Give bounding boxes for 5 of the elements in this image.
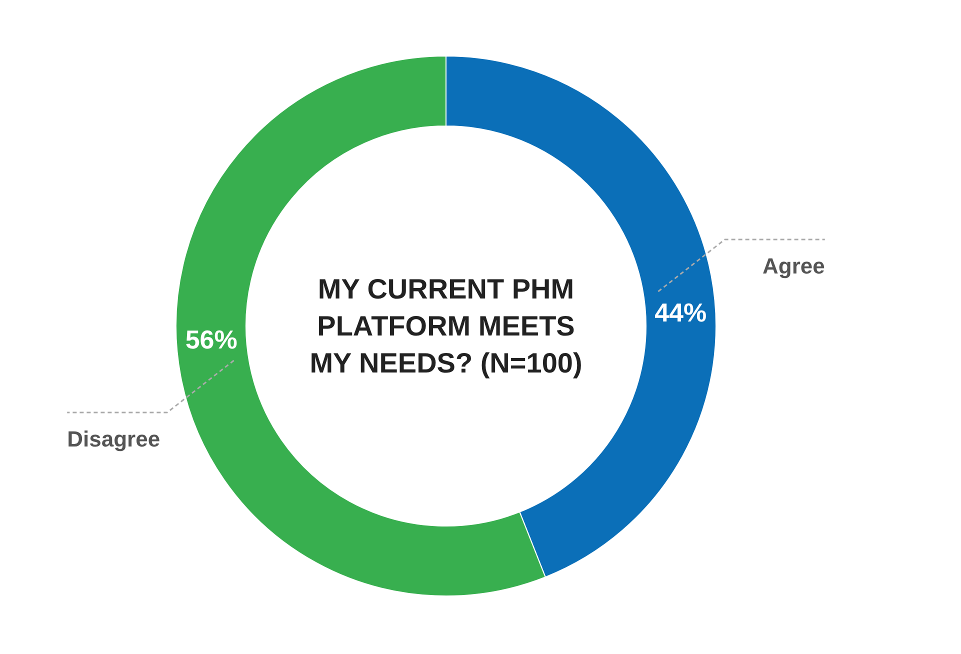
data-label: 44%	[654, 298, 707, 328]
slice-label: Agree	[762, 253, 825, 278]
slice-label: Disagree	[67, 426, 160, 452]
data-label: 56%	[185, 324, 238, 354]
text: MY CURRENT PHM PLATFORM MEETS MY NEEDS? (N=100)	[310, 274, 582, 378]
